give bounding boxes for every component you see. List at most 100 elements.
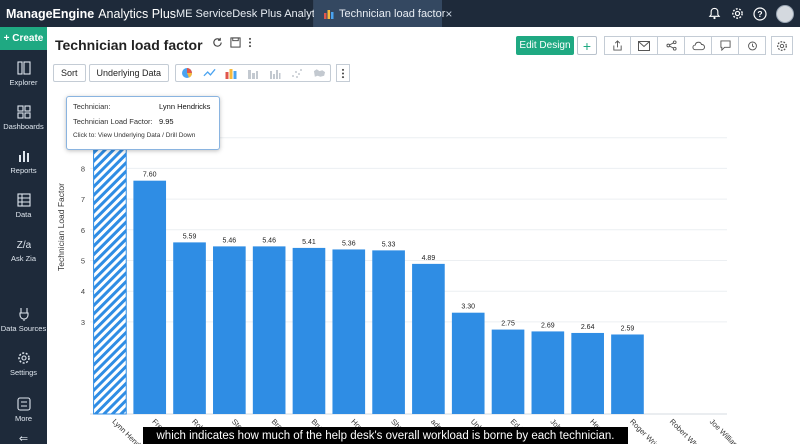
bar[interactable]: [93, 108, 127, 415]
gear-icon: [17, 352, 30, 364]
bar[interactable]: [571, 332, 604, 414]
bar[interactable]: [531, 331, 565, 414]
tab-workspace[interactable]: ME ServiceDesk Plus Analytics ▼: [166, 0, 343, 27]
brand-logo[interactable]: ManageEngine Analytics Plus: [0, 6, 176, 21]
scatter-icon[interactable]: [286, 65, 308, 81]
add-button[interactable]: +: [577, 36, 597, 55]
video-caption: which indicates how much of the help des…: [143, 427, 628, 444]
more-chart-options-icon[interactable]: [336, 64, 351, 82]
export-icon[interactable]: [604, 36, 631, 55]
data-label: 3.30: [461, 304, 475, 311]
bar[interactable]: [412, 263, 445, 414]
sidebar-item-label: Reports: [10, 166, 37, 175]
data-label: 2.75: [501, 321, 515, 328]
settings-gear-icon[interactable]: [771, 36, 793, 55]
sidebar-item-label: Data: [15, 210, 32, 219]
x-tick-label: Joe Williams: [708, 417, 744, 444]
bar[interactable]: [213, 246, 246, 414]
map-icon[interactable]: [308, 65, 330, 81]
bar[interactable]: [451, 312, 485, 414]
y-tick-label: 4: [81, 287, 85, 296]
help-icon[interactable]: ?: [753, 6, 767, 21]
refresh-icon[interactable]: [212, 37, 223, 51]
bar[interactable]: [491, 329, 525, 414]
sidebar-item-reports[interactable]: Reports: [0, 149, 47, 175]
x-tick-label: Robert Whitman: [668, 417, 713, 444]
tooltip-factor-value: 9.95: [159, 117, 174, 126]
y-tick-label: 6: [81, 226, 85, 235]
close-icon[interactable]: ×: [445, 6, 453, 21]
y-tick-label: 3: [81, 318, 85, 327]
sidebar-item-settings[interactable]: Settings: [0, 351, 47, 377]
stacked-bar-icon[interactable]: [242, 65, 264, 81]
sidebar-item-data-sources[interactable]: Data Sources: [0, 307, 47, 333]
gear-icon[interactable]: [730, 7, 744, 21]
bar[interactable]: [611, 334, 644, 414]
bar-chart-icon[interactable]: [220, 65, 242, 81]
chart-toolbar: Sort Underlying Data: [53, 64, 351, 82]
data-label: 5.41: [302, 239, 316, 246]
line-chart-icon[interactable]: [198, 65, 220, 81]
more-icon: [16, 397, 31, 411]
sidebar-item-label: Data Sources: [0, 324, 47, 333]
chart-type-selector: [175, 64, 332, 82]
bar[interactable]: [252, 246, 286, 414]
sidebar-item-label: Ask Zia: [10, 254, 36, 263]
create-button[interactable]: + Create: [0, 27, 47, 50]
email-icon[interactable]: [631, 36, 658, 55]
bar-chart-icon: [324, 9, 334, 19]
tab-report[interactable]: Technician load factor ×: [314, 0, 452, 27]
sidebar: + Create Explorer Dashboards Reports Dat…: [0, 27, 47, 444]
publish-cloud-icon[interactable]: [685, 36, 712, 55]
sidebar-item-explorer[interactable]: Explorer: [0, 61, 47, 87]
share-icon[interactable]: [658, 36, 685, 55]
chart-tooltip: Technician: Lynn Hendricks Technician Lo…: [66, 96, 220, 150]
tooltip-drill-link[interactable]: Click to: View Underlying Data / Drill D…: [73, 132, 196, 139]
sidebar-item-dashboards[interactable]: Dashboards: [0, 105, 47, 131]
data-label: 5.46: [262, 237, 276, 244]
save-icon[interactable]: [230, 37, 241, 51]
data-label: 2.59: [621, 325, 635, 332]
bell-icon[interactable]: [707, 7, 721, 21]
y-tick-label: 7: [81, 195, 85, 204]
kebab-menu-icon[interactable]: [248, 37, 252, 51]
brand-name: ManageEngine: [6, 6, 95, 21]
data-label: 2.64: [581, 324, 595, 331]
bar[interactable]: [332, 249, 366, 414]
bar[interactable]: [133, 180, 167, 414]
brand-product: Analytics Plus: [98, 6, 177, 21]
reports-icon: [18, 151, 29, 162]
underlying-data-button[interactable]: Underlying Data: [88, 64, 170, 82]
sidebar-item-label: Settings: [9, 368, 38, 377]
y-tick-label: 5: [81, 257, 85, 266]
tooltip-factor-key: Technician Load Factor:: [73, 117, 153, 126]
collapse-arrow-icon[interactable]: ⇐: [18, 433, 29, 444]
comment-icon[interactable]: [712, 36, 739, 55]
bar[interactable]: [292, 247, 326, 414]
y-tick-label: 8: [81, 164, 85, 173]
data-sources-icon: [18, 308, 29, 321]
data-icon: [16, 193, 31, 207]
bar[interactable]: [372, 250, 405, 414]
report-action-tools: [604, 36, 766, 55]
sidebar-item-more[interactable]: More: [0, 397, 47, 423]
svg-text:Z/a: Z/a: [17, 240, 31, 251]
pie-chart-icon[interactable]: [176, 65, 198, 81]
alarm-icon[interactable]: [739, 36, 766, 55]
zia-icon: Z/a: [17, 240, 31, 251]
avatar[interactable]: [776, 4, 794, 23]
tooltip-technician-key: Technician:: [73, 102, 111, 111]
bar[interactable]: [173, 242, 206, 414]
report-area: Technician load factor Edit Design + Sor…: [47, 27, 800, 444]
sidebar-item-data[interactable]: Data: [0, 193, 47, 219]
data-label: 4.89: [422, 255, 436, 262]
data-label: 5.33: [382, 241, 396, 248]
edit-design-button[interactable]: Edit Design: [516, 36, 574, 55]
grouped-bar-icon[interactable]: [264, 65, 286, 81]
data-label: 5.36: [342, 240, 356, 247]
page-title: Technician load factor: [55, 37, 203, 53]
sort-button[interactable]: Sort: [53, 64, 86, 82]
data-label: 2.69: [541, 322, 555, 329]
sidebar-item-ask-zia[interactable]: Z/a Ask Zia: [0, 237, 47, 263]
